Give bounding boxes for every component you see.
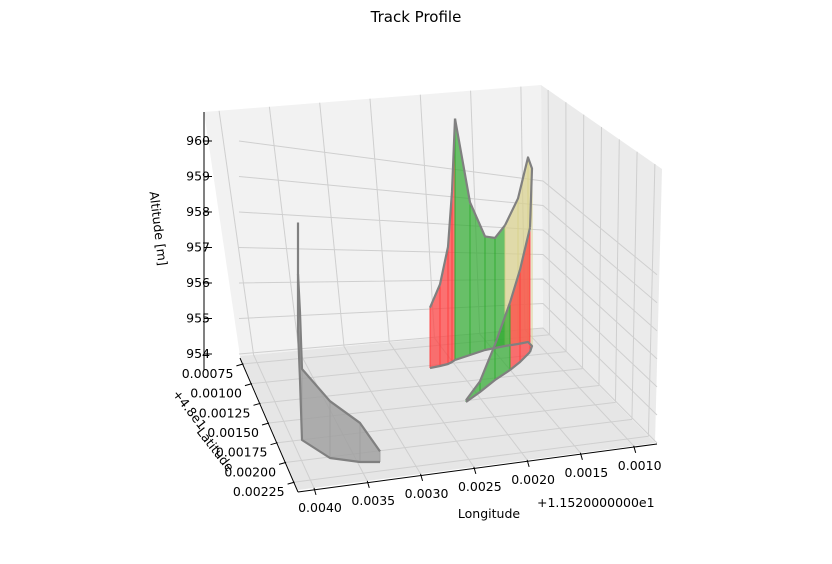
- y-tick-label: 0.00075: [182, 366, 234, 381]
- axes: [203, 112, 658, 496]
- x-gridline: [419, 94, 435, 339]
- x-tick: [313, 487, 317, 496]
- y-gridline: [598, 126, 602, 386]
- x-tick-label: 0.0030: [405, 486, 449, 501]
- y-gridline: [294, 435, 649, 483]
- z-gridline: [238, 247, 658, 360]
- y-tick-label: 0.00125: [199, 405, 251, 420]
- chart-title: Track Profile: [370, 8, 462, 26]
- pane-right: [541, 85, 662, 443]
- z-tick-label: 960: [186, 133, 210, 148]
- tick-labels: 954 955 956 957 958 959 960 0.0040 0.0035 0.0030 0…: [182, 133, 662, 515]
- x-tick-label: 0.0010: [618, 458, 662, 473]
- y-tick-label: 0.00225: [233, 484, 285, 499]
- x-tick-label: 0.0040: [298, 500, 342, 515]
- z-tick-label: 956: [186, 275, 210, 290]
- ground-track-line: [465, 369, 511, 403]
- z-gridline: [238, 278, 658, 388]
- x-tick-label: 0.0015: [565, 465, 609, 480]
- z-tick-label: 959: [186, 169, 210, 184]
- ground-track-line: [296, 274, 380, 464]
- altitude-curtain: [297, 118, 533, 462]
- ground-track-line: [509, 351, 531, 371]
- z-gridline: [238, 140, 658, 276]
- x-tick-label: 0.0035: [351, 493, 395, 508]
- altitude-profile-line: [465, 302, 512, 401]
- curtain-segment-ascent: [430, 118, 455, 368]
- altitude-profile-line: [453, 118, 506, 240]
- z-gridline: [238, 327, 658, 444]
- altitude-profile-line: [296, 222, 381, 452]
- ground-track-line: [504, 340, 534, 353]
- x-tick: [366, 480, 370, 489]
- x-axis-line: [297, 443, 658, 493]
- y-gridline: [547, 89, 551, 335]
- x-axis-label: Longitude: [458, 506, 520, 521]
- z-gridline: [238, 211, 658, 332]
- z-tick-label: 957: [186, 240, 210, 255]
- y-gridline: [614, 139, 620, 403]
- x-gridline: [268, 106, 300, 351]
- y-gridline: [647, 164, 656, 437]
- altitude-profile-line: [504, 156, 534, 228]
- z-tick-label: 954: [186, 346, 210, 361]
- y-gridline: [631, 151, 638, 420]
- ground-track-line: [454, 344, 506, 362]
- y-tick-label: 0.00200: [224, 464, 276, 479]
- ground-track-line: [429, 359, 456, 370]
- x-tick-label: 0.0025: [458, 479, 502, 494]
- x-gridline: [369, 98, 390, 343]
- altitude-profile-line: [428, 118, 457, 309]
- x-tick-label: 0.0020: [511, 472, 555, 487]
- altitude-profile-line: [508, 227, 532, 303]
- z-tick-label: 958: [186, 204, 210, 219]
- x-tick: [420, 473, 424, 482]
- x-gridline: [218, 110, 255, 355]
- y-axis-line: [239, 357, 299, 493]
- y-tick-label: 0.00150: [207, 425, 259, 440]
- x-gridline: [319, 102, 345, 347]
- y-tick-label: 0.00100: [190, 386, 242, 401]
- x-axis-offset: +1.1520000000e1: [537, 495, 655, 510]
- curtain-segment-descent: [455, 118, 505, 360]
- z-tick-label: 955: [186, 311, 210, 326]
- z-axis-label: Altitude [m]: [146, 190, 170, 266]
- y-tick-label: 0.00175: [216, 445, 268, 460]
- z-gridline: [238, 176, 658, 304]
- y-gridline: [582, 114, 585, 369]
- track-outlines: [296, 118, 534, 464]
- curtain-segment-flat: [298, 222, 380, 462]
